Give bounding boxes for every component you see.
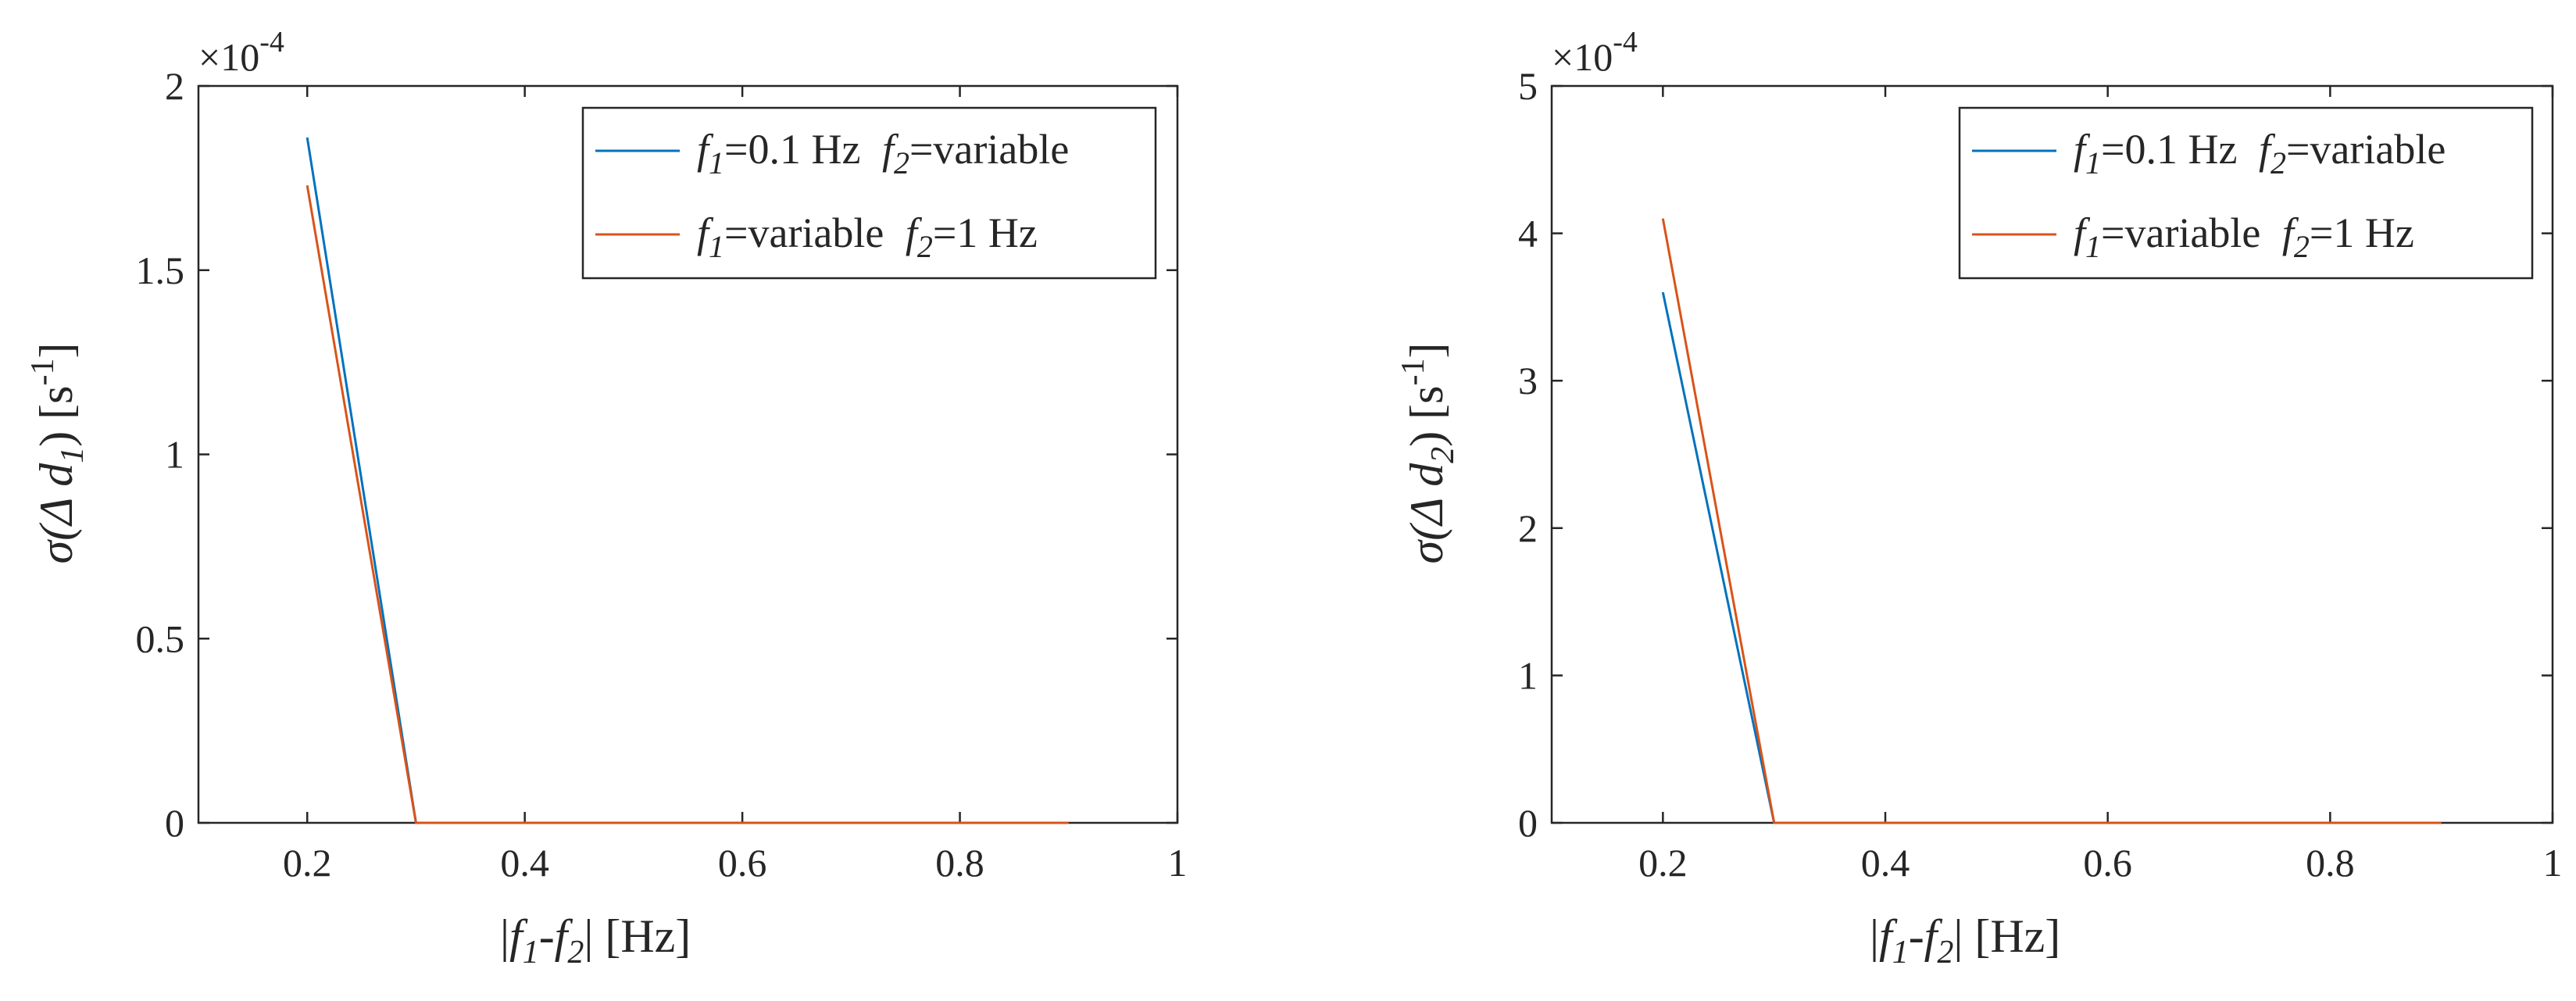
series-line-2 — [1661, 218, 2442, 824]
x-axis-label: |f1-f2| [Hz] — [500, 910, 691, 971]
series-lines — [305, 137, 1069, 824]
x-tick-label: 0.2 — [283, 841, 332, 885]
x-tick-label: 0.6 — [2083, 841, 2132, 885]
x-tick-label: 1 — [1168, 841, 1188, 885]
y-axis-label: σ(Δ d2) [s-1] — [1395, 343, 1461, 564]
y-multiplier: ×10-4 — [198, 26, 284, 79]
x-tick-label: 1 — [2543, 841, 2563, 885]
y-tick-label: 0 — [1518, 801, 1538, 845]
x-axis-label: |f1-f2| [Hz] — [1870, 910, 2060, 971]
x-tick-label: 0.4 — [500, 841, 549, 885]
y-tick-label: 0 — [165, 801, 184, 845]
legend: f1=0.1 Hz f2=variable f1=variable f2=1 H… — [1958, 106, 2534, 280]
series-lines — [1661, 218, 2442, 824]
chart-left: 0.2 0.4 0.6 0.8 1 0 0.5 1 1.5 2 ×10-4 |f1-f2| [H… — [25, 26, 1188, 971]
y-tick-label: 4 — [1518, 212, 1538, 256]
y-tick-label: 1 — [1518, 653, 1538, 697]
y-tick-label: 5 — [1518, 64, 1538, 108]
legend-label-series-1: f1=0.1 Hz f2=variable — [697, 126, 1069, 181]
y-tick-labels: 0 1 2 3 4 5 — [1518, 64, 1538, 845]
x-tick-label: 0.4 — [1861, 841, 1910, 885]
y-tick-label: 2 — [1518, 506, 1538, 550]
y-tick-label: 3 — [1518, 359, 1538, 402]
legend: f1=0.1 Hz f2=variable f1=variable f2=1 H… — [581, 106, 1157, 280]
x-tick-labels: 0.2 0.4 0.6 0.8 1 — [1638, 841, 2562, 885]
y-tick-label: 1.5 — [136, 248, 185, 292]
tick-marks — [198, 84, 1179, 824]
legend-box — [1958, 106, 2534, 280]
y-tick-label: 2 — [165, 64, 184, 108]
x-tick-label: 0.2 — [1638, 841, 1688, 885]
x-tick-labels: 0.2 0.4 0.6 0.8 1 — [283, 841, 1188, 885]
x-tick-label: 0.8 — [2306, 841, 2355, 885]
series-line-2 — [305, 185, 1069, 824]
y-axis-label: σ(Δ d1) [s-1] — [25, 343, 91, 564]
y-multiplier: ×10-4 — [1552, 26, 1638, 79]
legend-box — [581, 106, 1157, 280]
legend-label-series-1: f1=0.1 Hz f2=variable — [2074, 126, 2446, 181]
y-tick-label: 0.5 — [136, 617, 185, 660]
y-tick-label: 1 — [165, 433, 184, 477]
x-tick-label: 0.6 — [718, 841, 767, 885]
x-tick-label: 0.8 — [935, 841, 984, 885]
legend-label-series-2: f1=variable f2=1 Hz — [697, 209, 1038, 264]
y-tick-labels: 0 0.5 1 1.5 2 — [136, 64, 185, 845]
tick-marks — [1552, 84, 2554, 824]
legend-label-series-2: f1=variable f2=1 Hz — [2074, 209, 2414, 264]
